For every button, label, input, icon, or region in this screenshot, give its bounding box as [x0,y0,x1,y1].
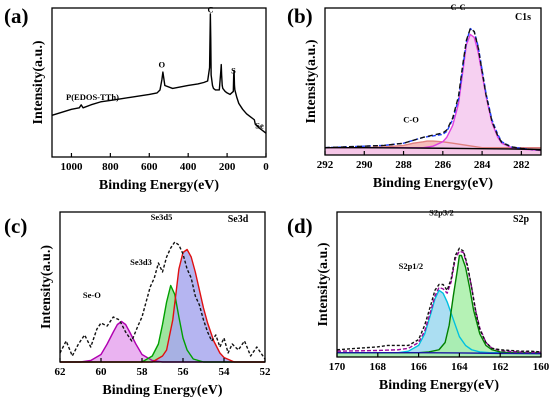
series-line-a-0 [51,13,267,134]
chart-panel-d: 170 168 166 164 162 160 Binding Energy(eV) Inte… [275,202,550,404]
plot-frame-c [59,211,266,363]
x-axis-label-b: Binding Energy(eV) [373,176,494,191]
series-fill-d-0 [337,290,541,357]
series-line-b-3 [324,27,542,151]
legend-text-a: P(EDOS-TTh) [66,92,119,102]
x-tick-label-b-1: 290 [356,159,373,171]
chart-svg-b: 292 290 288 286 284 282 Binding Energy(eV) Inte… [304,2,542,191]
panel-label-a: (a) [4,4,29,28]
annotation-b-1: C-O [403,115,419,125]
series-fill-c-0 [60,321,265,362]
chart-panel-a: 1000 800 600 400 200 0 Binding Energy(eV) Inten… [0,0,275,202]
panel-title-b: C1s [515,12,531,23]
x-axis-label-a: Binding Energy(eV) [99,178,220,193]
plot-frame-d [336,211,542,358]
x-tick-label-c-3: 56 [178,366,190,378]
plot-frame-b [324,7,542,156]
x-axis-label-d: Binding Energy(eV) [379,378,500,393]
x-tick-label-b-5: 282 [513,159,530,171]
x-tick-label-a-5: 0 [263,161,269,173]
annotation-a-2: S [231,66,236,76]
panel-label-b: (b) [287,4,313,28]
x-tick-label-b-0: 292 [317,159,334,171]
x-tick-label-a-4: 200 [219,161,236,173]
x-tick-label-d-0: 170 [329,361,346,373]
series-fill-b-1 [325,34,541,155]
panel-label-c: (c) [4,214,28,238]
x-tick-label-d-1: 168 [370,361,387,373]
y-axis-label-a: Intensity(a.u.) [31,40,46,124]
chart-svg-c: 62 60 58 56 54 52 Binding Energy(eV) Intensity(… [39,211,272,398]
x-tick-label-c-0: 62 [55,366,67,378]
series-line-b-4 [325,146,542,151]
y-axis-label-b: Intensity(a.u.) [304,39,319,123]
x-tick-label-d-2: 166 [410,361,427,373]
x-tick-label-d-3: 164 [451,361,468,373]
x-tick-label-c-4: 54 [219,366,231,378]
series-line-d-4 [337,351,542,355]
annotation-a-1: O [159,60,166,70]
series-line-b-2 [324,27,542,151]
annotation-c-0: Se3d5 [151,212,173,222]
x-tick-label-b-4: 284 [474,159,491,171]
annotation-a-0: C [208,4,214,14]
series-line-d-1 [337,254,541,354]
x-tick-label-a-2: 600 [141,161,158,173]
x-tick-label-d-4: 162 [492,361,509,373]
annotation-d-1: S2p1/2 [399,261,424,271]
series-line-c-1 [60,284,265,363]
x-tick-label-b-2: 288 [395,159,412,171]
x-tick-label-b-3: 286 [435,159,452,171]
chart-svg-d: 170 168 166 164 162 160 Binding Energy(eV) Inte… [316,207,550,393]
panel-title-c: Se3d [228,214,249,225]
x-tick-label-c-2: 58 [137,366,149,378]
annotation-d-0: S2p3/2 [429,207,454,217]
annotation-c-1: Se3d3 [130,257,152,267]
y-axis-label-d: Intensity(a.u.) [316,242,331,326]
chart-panel-b: 292 290 288 286 284 282 Binding Energy(eV) Inte… [275,0,550,202]
annotation-c-2: Se-O [83,290,101,300]
series-line-b-1 [325,33,542,152]
x-tick-label-c-1: 60 [96,366,108,378]
series-fill-c-1 [60,285,265,362]
y-axis-label-c: Intensity(a.u.) [39,245,54,329]
series-line-d-0 [337,289,541,354]
x-tick-label-a-1: 800 [102,161,119,173]
x-tick-label-c-5: 52 [260,366,272,378]
series-line-d-3 [336,247,542,353]
annotation-b-0: C-C [450,2,465,12]
x-axis-label-c: Binding Energy(eV) [102,383,223,398]
annotation-a-3: Se [255,121,264,131]
chart-svg-a: 1000 800 600 400 200 0 Binding Energy(eV) Inten… [31,4,269,193]
chart-panel-c: 62 60 58 56 54 52 Binding Energy(eV) Intensity(… [0,202,275,404]
panel-label-d: (d) [287,214,313,238]
x-tick-label-d-5: 160 [533,361,550,373]
series-line-c-3 [59,241,266,360]
plot-frame-a [51,7,267,158]
panel-title-d: S2p [513,214,530,225]
x-tick-label-a-3: 400 [180,161,197,173]
series-line-c-2 [60,248,265,363]
x-tick-label-a-0: 1000 [60,161,83,173]
